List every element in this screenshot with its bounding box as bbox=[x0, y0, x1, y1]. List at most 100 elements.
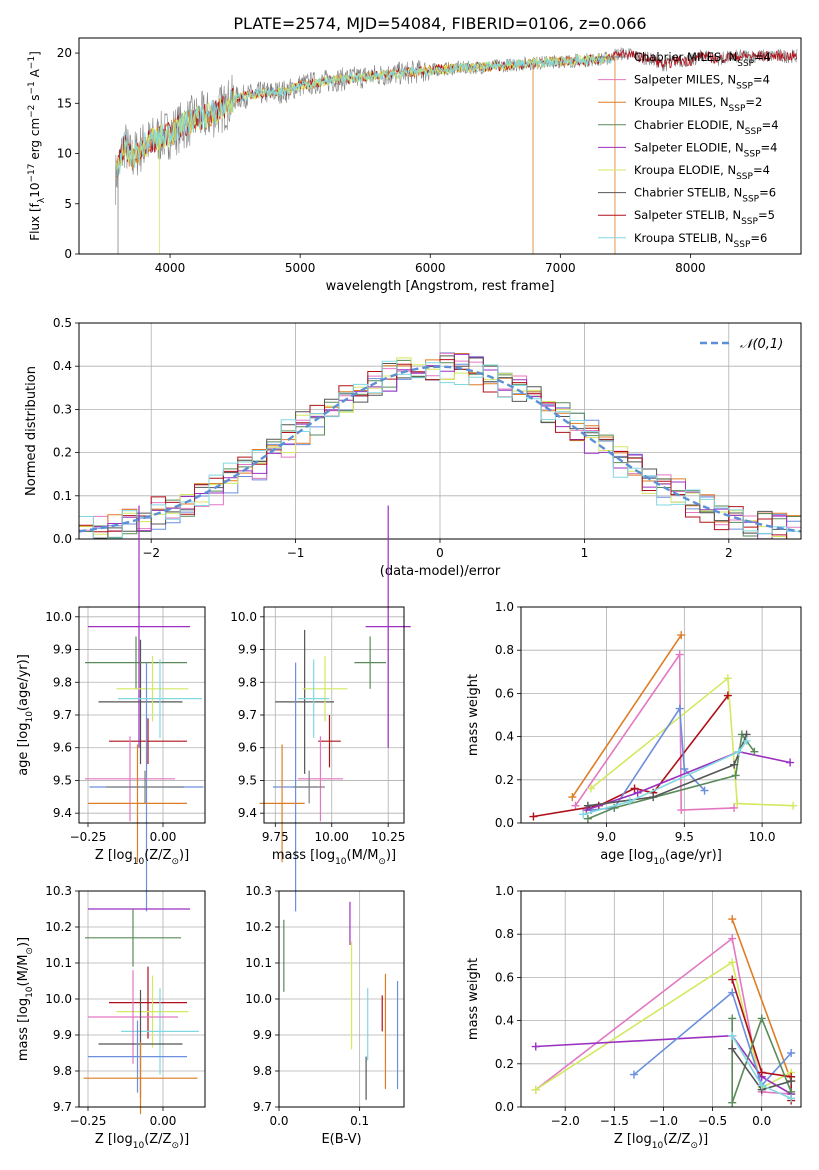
weight-line bbox=[574, 651, 735, 811]
y-axis-label: mass weight bbox=[466, 674, 481, 756]
label-part: Chabrier ELODIE, N bbox=[634, 118, 745, 132]
label-part: (Z/Z bbox=[144, 848, 171, 863]
y-tick-label: 9.7 bbox=[53, 708, 72, 722]
axes-frame bbox=[78, 37, 802, 255]
label-part: =6 bbox=[750, 231, 767, 245]
weight-marker bbox=[571, 801, 580, 810]
label-part: SSP bbox=[742, 195, 759, 205]
label-part: 10 bbox=[652, 1141, 664, 1151]
label-part: SSP bbox=[729, 104, 746, 114]
weight-marker bbox=[787, 1049, 796, 1057]
normal-curve bbox=[79, 365, 801, 533]
y-tick-label: 10.2 bbox=[45, 920, 72, 934]
panel-mass_vs_EBV: 0.0 0.1 9.7 9.8 9.9 10.0 10.1 10.2 10.3 E(B-V) bbox=[245, 884, 405, 1147]
weight-marker bbox=[568, 793, 577, 802]
x-tick-label: 10.00 bbox=[315, 830, 349, 844]
weight-marker bbox=[677, 806, 686, 815]
legend-entry: Kroupa STELIB, NSSP=6 bbox=[634, 231, 767, 250]
x-tick-label: 0.00 bbox=[150, 830, 177, 844]
y-tick-label: 1.0 bbox=[495, 884, 514, 898]
label-part: Chabrier MILES, N bbox=[634, 50, 737, 64]
weight-marker bbox=[579, 810, 588, 819]
label-part: λ bbox=[37, 197, 47, 203]
y-tick-label: 10 bbox=[57, 147, 72, 161]
y-tick-label: 9.4 bbox=[238, 806, 257, 820]
panel-spectrum: 4000 5000 6000 7000 8000 0 5 10 15 20 wavelength [… bbox=[27, 37, 802, 294]
weight-marker bbox=[583, 814, 592, 823]
weight-marker bbox=[625, 797, 634, 806]
label-part: SSP bbox=[745, 127, 762, 137]
label-part: mass [log bbox=[16, 998, 31, 1061]
y-tick-label: 9.6 bbox=[53, 741, 72, 755]
y-tick-label: 0.0 bbox=[495, 816, 514, 830]
y-tick-label: 9.7 bbox=[253, 1100, 272, 1114]
figure-title: PLATE=2574, MJD=54084, FIBERID=0106, z=0… bbox=[233, 14, 646, 33]
y-tick-label: 10.1 bbox=[45, 956, 72, 970]
weight-line bbox=[633, 991, 792, 1087]
weight-marker bbox=[787, 1094, 796, 1103]
label-part: age [log bbox=[600, 848, 653, 863]
weight-marker bbox=[787, 1077, 796, 1086]
label-part: E(B-V) bbox=[321, 1132, 361, 1147]
weight-marker bbox=[675, 650, 684, 659]
weight-marker bbox=[728, 1098, 737, 1107]
y-axis-label: Normed distribution bbox=[24, 366, 39, 496]
x-tick-label: 9.75 bbox=[262, 830, 289, 844]
histogram-series bbox=[79, 360, 801, 539]
weight-marker bbox=[630, 784, 639, 793]
weight-line bbox=[731, 918, 792, 1082]
panel-residuals: −2 −1 0 1 2 0.0 0.1 0.2 0.3 0.4 0.5 (data-model)/er… bbox=[24, 316, 802, 579]
weight-line bbox=[571, 634, 682, 798]
label-part: Flux [f bbox=[28, 202, 42, 240]
label-part: (M/M bbox=[347, 848, 379, 863]
weight-marker bbox=[723, 691, 732, 700]
label-part: 10 bbox=[28, 183, 42, 198]
legend-entry: Kroupa ELODIE, NSSP=4 bbox=[634, 163, 770, 182]
label-part: SSP bbox=[736, 82, 753, 92]
legend-entry: Salpeter ELODIE, NSSP=4 bbox=[634, 140, 777, 159]
x-tick-label: 4000 bbox=[155, 261, 186, 275]
label-part: =6 bbox=[759, 186, 776, 200]
label-part: s bbox=[28, 95, 42, 105]
y-tick-label: 9.9 bbox=[53, 643, 72, 657]
label-part: Salpeter ELODIE, N bbox=[634, 140, 744, 154]
weight-line bbox=[582, 740, 748, 816]
weight-marker bbox=[583, 801, 592, 810]
weight-line bbox=[535, 937, 792, 1095]
label-part: (M/M bbox=[16, 955, 31, 987]
label-part: =4 bbox=[753, 163, 770, 177]
y-tick-label: 9.8 bbox=[53, 1064, 72, 1078]
y-axis-label: Flux [fλ10−17 erg cm−2 s−1 A−1] bbox=[27, 51, 47, 241]
label-part: Z [log bbox=[95, 1132, 133, 1147]
legend-entry: Chabrier MILES, NSSP=4 bbox=[634, 50, 771, 69]
label-part: Normed distribution bbox=[24, 366, 39, 496]
x-tick-label: 0.0 bbox=[752, 1114, 771, 1128]
weight-marker bbox=[757, 1081, 766, 1090]
x-tick-label: 10.25 bbox=[371, 830, 405, 844]
y-tick-label: 9.9 bbox=[53, 1028, 72, 1042]
x-axis-label: wavelength [Angstrom, rest frame] bbox=[326, 279, 555, 294]
label-part: wavelength [Angstrom, rest frame] bbox=[326, 279, 555, 294]
weight-marker bbox=[587, 784, 595, 793]
label-part: =5 bbox=[758, 208, 775, 222]
y-axis-label: age [log10(age/yr)] bbox=[16, 654, 35, 776]
label-part: Kroupa MILES, N bbox=[634, 95, 729, 109]
weight-marker bbox=[529, 812, 538, 821]
y-tick-label: 10.0 bbox=[45, 610, 72, 624]
weight-line bbox=[587, 734, 748, 807]
x-tick-label: 7000 bbox=[545, 261, 576, 275]
x-tick-label: 0.00 bbox=[150, 1114, 177, 1128]
label-part: )] bbox=[698, 1132, 708, 1147]
panel-age_vs_mass: 9.75 10.00 10.25 9.4 9.5 9.6 9.7 9.8 9.9 10.0 mass… bbox=[230, 505, 411, 912]
weight-marker bbox=[700, 786, 709, 795]
y-tick-label: 9.6 bbox=[238, 741, 257, 755]
weight-marker bbox=[677, 631, 686, 640]
label-part: ⊙ bbox=[690, 1141, 698, 1151]
label-part: mass weight bbox=[466, 674, 481, 756]
label-part: (data-model)/error bbox=[380, 564, 501, 579]
x-tick-label: −0.25 bbox=[70, 830, 107, 844]
axes-frame bbox=[78, 890, 206, 1108]
x-axis-label: E(B-V) bbox=[321, 1132, 361, 1147]
label-part: (age/yr)] bbox=[665, 848, 722, 863]
